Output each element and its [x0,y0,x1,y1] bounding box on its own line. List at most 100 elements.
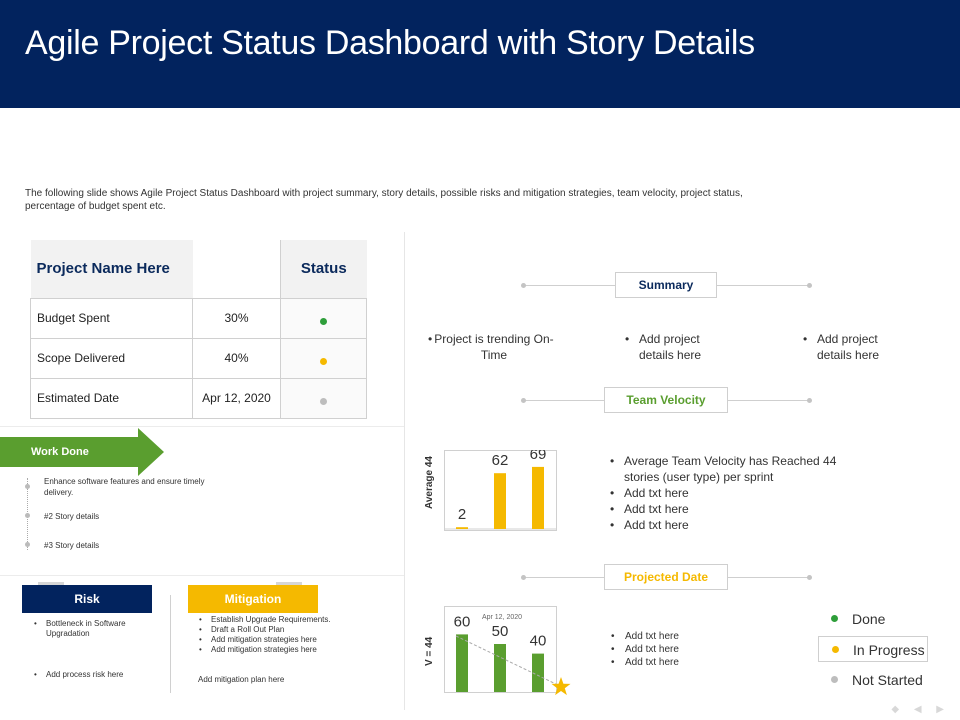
slide-nav-arrows[interactable]: ◆ ◀ ▶ [891,704,950,715]
list-item: Add txt here [610,501,850,517]
header-spacer [192,240,281,299]
slide-description: The following slide shows Agile Project … [25,188,743,212]
mitigation-list: Establish Upgrade Requirements. Draft a … [197,615,347,655]
table-header-row: Project Name Here Status [30,240,367,299]
status-heading: Status [280,240,367,299]
summary-text: Project is trending On-Time [434,332,554,362]
summary-item: • Project is trending On-Time [428,331,560,363]
row-status [280,337,367,379]
bar [494,644,506,692]
data-label: 40 [530,633,547,650]
legend-dot [832,646,839,653]
list-item: Add mitigation strategies here [197,635,347,645]
page-title: Agile Project Status Dashboard with Stor… [25,24,755,62]
projected-date-chart: Apr 12, 2020 60 50 40 [444,606,571,696]
legend-done: Done [818,606,928,632]
date-annotation: Apr 12, 2020 [482,614,522,621]
chart-frame [444,450,557,531]
list-item: Add mitigation strategies here [197,645,347,655]
legend-dot [831,615,838,622]
row-label: Estimated Date [30,377,193,419]
table-row: Estimated Date Apr 12, 2020 [30,377,367,419]
row-value: Apr 12, 2020 [192,377,281,419]
header-bar: Agile Project Status Dashboard with Stor… [0,0,960,108]
bar [532,653,544,692]
risk-list: Bottleneck in Software Upgradation [32,619,152,639]
row-value: 30% [192,297,281,339]
connector-dot [807,575,812,580]
connector-dot [521,398,526,403]
bar [456,634,468,692]
summary-text: Add project details here [817,332,880,362]
row-value: 40% [192,337,281,379]
bullet: • [428,332,433,346]
project-status-table: Project Name Here Status Budget Spent 30… [30,240,367,419]
work-done-item: #2 Story details [44,512,100,521]
project-name-heading: Project Name Here [30,240,193,299]
star-marker [551,677,571,696]
data-label: 69 [530,450,547,463]
data-label: 62 [492,452,509,469]
legend-dot [831,676,838,683]
list-item: Draft a Roll Out Plan [197,625,347,635]
connector-dot [521,283,526,288]
work-done-label: Work Done [31,446,89,458]
trend-line [455,635,561,687]
chart-frame [444,606,557,693]
timeline-dot [25,513,30,518]
list-item: Add process risk here [32,670,152,680]
connector-dot [521,575,526,580]
timeline-dot [25,542,30,547]
work-done-arrow [0,428,164,476]
summary-item: • Add project details here [803,331,893,363]
bar [456,527,468,529]
list-item: Add txt here [611,630,731,643]
bullet: • [803,332,808,346]
legend-label: Not Started [852,672,923,688]
row-status [280,297,367,339]
horizontal-divider [0,426,404,427]
list-item: Add txt here [611,643,731,656]
risk-header: Risk [22,585,152,613]
legend-label: Done [852,611,886,627]
projected-date-label: Projected Date [604,564,728,590]
burndown-y-axis-label: V = 44 [424,636,435,666]
data-label: 50 [492,623,509,640]
row-label: Budget Spent [30,297,193,339]
timeline-dot [25,484,30,489]
status-dot [320,318,327,325]
table-row: Scope Delivered 40% [30,337,367,379]
row-label: Scope Delivered [30,337,193,379]
vertical-divider [404,232,405,710]
bullet: • [625,332,630,346]
velocity-notes: Average Team Velocity has Reached 44 sto… [610,453,850,533]
mitigation-plan: Add mitigation plan here [198,675,285,684]
data-label: 60 [454,613,471,630]
team-velocity-chart: 2 62 69 [444,450,557,531]
summary-label: Summary [615,272,717,298]
work-done-item: Enhance software features and ensure tim… [44,477,205,497]
connector-dot [807,283,812,288]
legend-in-progress: In Progress [818,636,928,662]
bar [532,466,544,529]
team-velocity-label: Team Velocity [604,387,728,413]
list-item: Establish Upgrade Requirements. [197,615,347,625]
summary-text: Add project details here [639,332,702,362]
list-item: Average Team Velocity has Reached 44 sto… [610,453,850,485]
table-row: Budget Spent 30% [30,297,367,339]
mitigation-header: Mitigation [188,585,318,613]
projected-notes: Add txt here Add txt here Add txt here [611,630,731,669]
arrow-shape [0,428,164,476]
mitigation-tab-nub [276,582,302,585]
list-item: Add txt here [610,485,850,501]
data-label: 2 [458,506,466,523]
status-dot [320,358,327,365]
connector-dot [807,398,812,403]
summary-item: • Add project details here [625,331,715,363]
risk-list: Add process risk here [32,670,152,680]
list-item: Add txt here [610,517,850,533]
list-item: Add txt here [611,656,731,669]
legend-label: In Progress [853,642,925,658]
status-dot [320,398,327,405]
legend-not-started: Not Started [818,667,928,693]
